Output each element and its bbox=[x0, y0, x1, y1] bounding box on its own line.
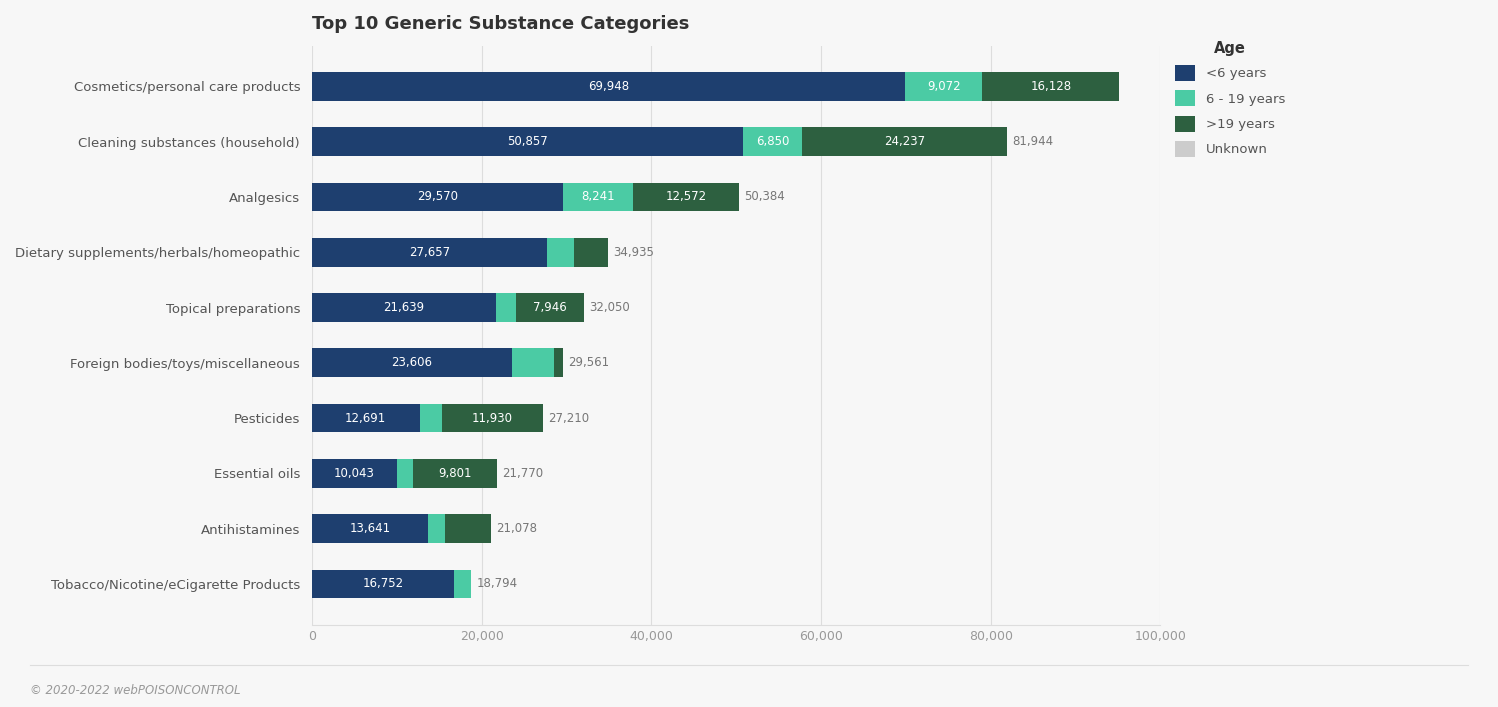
Bar bbox=[512, 349, 554, 377]
Bar bbox=[442, 404, 542, 433]
Bar bbox=[312, 182, 563, 211]
Bar bbox=[632, 182, 740, 211]
Bar bbox=[413, 459, 497, 488]
Text: 10,043: 10,043 bbox=[334, 467, 374, 480]
Text: 27,657: 27,657 bbox=[409, 246, 449, 259]
Text: 7,946: 7,946 bbox=[533, 301, 568, 314]
Text: 69,948: 69,948 bbox=[589, 80, 629, 93]
Text: 6,850: 6,850 bbox=[756, 135, 789, 148]
Legend: <6 years, 6 - 19 years, >19 years, Unknown: <6 years, 6 - 19 years, >19 years, Unkno… bbox=[1176, 41, 1285, 157]
Text: 24,237: 24,237 bbox=[884, 135, 924, 148]
Text: 12,572: 12,572 bbox=[665, 190, 707, 204]
Bar bbox=[983, 72, 1119, 100]
Bar bbox=[312, 238, 547, 267]
Text: 32,050: 32,050 bbox=[589, 301, 629, 314]
Bar bbox=[312, 514, 427, 543]
Bar bbox=[554, 349, 563, 377]
Text: © 2020-2022 webPOISONCONTROL: © 2020-2022 webPOISONCONTROL bbox=[30, 684, 241, 697]
Text: 13,641: 13,641 bbox=[349, 522, 391, 535]
Bar bbox=[496, 293, 517, 322]
Bar bbox=[563, 182, 632, 211]
Bar bbox=[312, 72, 905, 100]
Bar bbox=[312, 127, 743, 156]
Text: 8,241: 8,241 bbox=[581, 190, 614, 204]
Text: 16,128: 16,128 bbox=[1031, 80, 1071, 93]
Text: 9,072: 9,072 bbox=[927, 80, 960, 93]
Bar bbox=[312, 349, 512, 377]
Bar bbox=[454, 570, 472, 598]
Text: 29,570: 29,570 bbox=[416, 190, 458, 204]
Text: 18,794: 18,794 bbox=[476, 578, 518, 590]
Bar bbox=[905, 72, 983, 100]
Text: Top 10 Generic Substance Categories: Top 10 Generic Substance Categories bbox=[312, 15, 689, 33]
Text: 34,935: 34,935 bbox=[613, 246, 655, 259]
Bar bbox=[574, 238, 608, 267]
Text: 21,078: 21,078 bbox=[496, 522, 536, 535]
Text: 9,801: 9,801 bbox=[439, 467, 472, 480]
Text: 12,691: 12,691 bbox=[345, 411, 386, 425]
Bar bbox=[312, 459, 397, 488]
Bar bbox=[445, 514, 491, 543]
Bar bbox=[397, 459, 413, 488]
Text: 16,752: 16,752 bbox=[363, 578, 403, 590]
Bar bbox=[743, 127, 801, 156]
Bar bbox=[517, 293, 584, 322]
Text: 50,857: 50,857 bbox=[508, 135, 548, 148]
Bar bbox=[312, 293, 496, 322]
Bar bbox=[801, 127, 1007, 156]
Text: 11,930: 11,930 bbox=[472, 411, 512, 425]
Text: 27,210: 27,210 bbox=[548, 411, 589, 425]
Bar bbox=[547, 238, 574, 267]
Bar bbox=[312, 570, 454, 598]
Text: 29,561: 29,561 bbox=[568, 356, 610, 369]
Text: 81,944: 81,944 bbox=[1013, 135, 1053, 148]
Text: 21,770: 21,770 bbox=[502, 467, 542, 480]
Bar bbox=[419, 404, 442, 433]
Text: 23,606: 23,606 bbox=[391, 356, 433, 369]
Text: 21,639: 21,639 bbox=[383, 301, 424, 314]
Bar bbox=[312, 404, 419, 433]
Text: 50,384: 50,384 bbox=[745, 190, 785, 204]
Bar bbox=[427, 514, 445, 543]
